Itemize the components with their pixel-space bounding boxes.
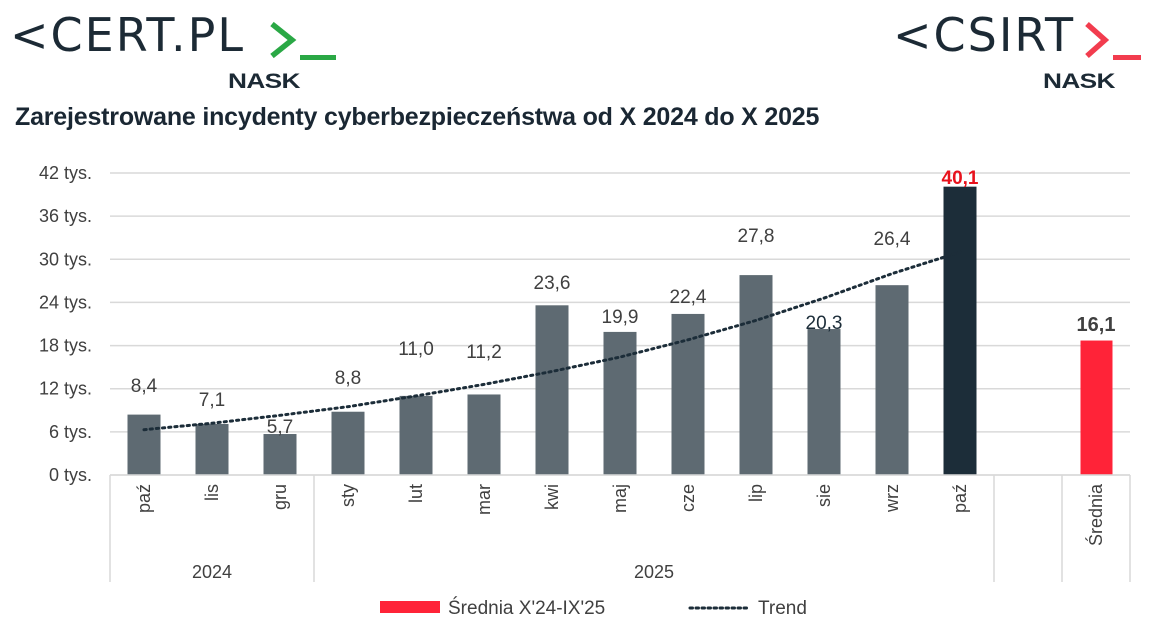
data-label-average: 16,1 [1077, 314, 1116, 336]
left-chevron-icon: < [10, 8, 51, 62]
x-category-label: kwi [542, 484, 562, 510]
x-category-label: mar [474, 484, 494, 515]
bar [739, 275, 773, 475]
bar-average [1080, 340, 1113, 475]
x-category-label: wrz [882, 484, 902, 513]
y-axis-labels: 0 tys. 6 tys. 12 tys. 18 tys. 24 tys. 30 tys.… [39, 163, 92, 485]
bar [671, 313, 705, 475]
x-category-label: lip [746, 484, 766, 502]
bar [875, 285, 909, 475]
nask-label: NASK [1043, 70, 1116, 93]
bars [127, 186, 1113, 475]
bar [807, 329, 841, 475]
data-label: 26,4 [874, 229, 911, 250]
x-category-label: gru [270, 484, 290, 510]
x-category-label: lis [202, 484, 222, 501]
y-tick-label: 12 tys. [39, 379, 92, 399]
bar [399, 395, 433, 475]
year-group-label: 2024 [192, 562, 232, 582]
data-label: 23,6 [534, 273, 571, 294]
prompt-icon [1085, 21, 1141, 60]
legend: Średnia X'24-IX'25 Trend [380, 597, 807, 619]
bar [127, 414, 161, 475]
data-label: 8,8 [335, 368, 361, 389]
data-labels: 8,4 7,1 5,7 8,8 11,0 11,2 23,6 19,9 22,4 27,8 20,3… [131, 168, 1116, 438]
chart-title: Zarejestrowane incydenty cyberbezpieczeń… [15, 103, 820, 131]
bar-highlight [943, 186, 977, 475]
bar [195, 423, 229, 475]
y-tick-label: 6 tys. [49, 422, 92, 442]
y-tick-label: 36 tys. [39, 206, 92, 226]
data-label: 5,7 [267, 417, 293, 438]
legend-average-swatch [380, 601, 440, 613]
x-category-label: sty [338, 484, 358, 507]
data-label: 27,8 [738, 226, 775, 247]
bar [331, 411, 365, 475]
year-group-label: 2025 [634, 562, 674, 582]
bar [467, 394, 501, 475]
data-label: 7,1 [199, 390, 225, 411]
x-category-label: cze [678, 484, 698, 512]
cert-pl-logo-text: <CERT.PL [10, 8, 245, 62]
prompt-icon [270, 21, 336, 60]
x-category-label: paź [950, 484, 970, 513]
cert-pl-logo: <CERT.PL NASK [10, 8, 340, 93]
bar [263, 434, 297, 475]
data-label: 20,3 [806, 313, 843, 334]
y-tick-label: 30 tys. [39, 249, 92, 269]
trend-polyline [142, 250, 962, 432]
x-category-label: sie [814, 484, 834, 507]
left-chevron-icon: < [893, 8, 934, 62]
data-label-highlight: 40,1 [942, 168, 979, 189]
csirt-logo: <CSIRT NASK [893, 8, 1153, 93]
data-label: 11,0 [398, 339, 434, 360]
trend-line [142, 250, 962, 432]
data-label: 11,2 [466, 342, 502, 363]
x-category-label: Średnia [1085, 483, 1106, 546]
legend-average-label: Średnia X'24-IX'25 [448, 597, 605, 619]
legend-trend-label: Trend [758, 598, 807, 619]
y-tick-label: 42 tys. [39, 163, 92, 183]
x-category-label: maj [610, 484, 630, 513]
y-tick-label: 0 tys. [49, 465, 92, 485]
data-label: 22,4 [670, 287, 707, 308]
x-axis: paź lis gru sty lut mar kwi maj cze lip sie wrz paź Ś… [109, 474, 1131, 582]
data-label: 19,9 [602, 307, 639, 328]
y-tick-label: 24 tys. [39, 292, 92, 312]
bar [535, 305, 569, 475]
bar [603, 331, 637, 475]
data-label: 8,4 [131, 376, 158, 397]
y-tick-label: 18 tys. [39, 336, 92, 356]
csirt-logo-text: <CSIRT [893, 8, 1076, 62]
x-category-label: lut [406, 484, 426, 503]
nask-label: NASK [228, 70, 301, 93]
x-category-label: paź [134, 484, 154, 513]
